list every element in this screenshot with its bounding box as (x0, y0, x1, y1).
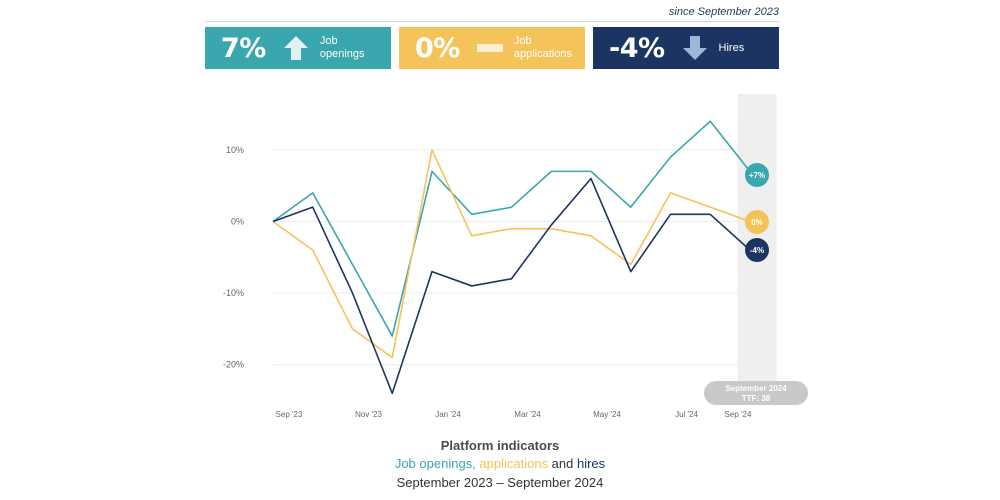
y-tick-label: -10% (223, 288, 244, 298)
end-label: +7% (749, 171, 765, 180)
chart-date-range: September 2023 – September 2024 (396, 475, 604, 490)
arrow-down-icon (681, 34, 709, 62)
flat-dash-icon (476, 34, 504, 62)
series-line-1 (272, 149, 751, 359)
highlight-sublabel: TTF: 38 (742, 394, 771, 403)
kpi-value: 0% (415, 32, 460, 64)
kpi-label: Hires (718, 41, 745, 54)
end-label: 0% (751, 218, 763, 227)
end-label-marker (745, 238, 769, 262)
x-tick-label: Nov '23 (355, 410, 382, 419)
x-tick-label: Jan '24 (435, 410, 461, 419)
y-tick-label: 0% (231, 217, 244, 227)
arrow-up-icon (282, 34, 310, 62)
series-line-2 (272, 177, 751, 395)
chart-title: Platform indicators (440, 438, 560, 453)
x-tick-label: Mar '24 (514, 410, 541, 419)
header-divider (205, 21, 779, 22)
x-tick-label: Sep '23 (276, 410, 303, 419)
kpi-job-applications: 0% Job applications (399, 27, 585, 69)
x-tick-label: Jul '24 (675, 410, 698, 419)
kpi-label: Job openings (319, 35, 365, 60)
chart-subtitle: Job openings, applications and hires (0, 456, 1000, 471)
kpi-value: -4% (609, 32, 665, 64)
subtitle-part: and (548, 456, 577, 471)
series-line-0 (272, 120, 751, 337)
highlight-pill (704, 381, 808, 405)
kpi-value: 7% (221, 32, 266, 64)
highlight-label: September 2024 (725, 384, 787, 393)
kpi-label: Job applications (513, 35, 572, 60)
y-tick-label: -20% (223, 360, 244, 370)
end-label: -4% (750, 246, 764, 255)
subtitle-part: applications (479, 456, 549, 471)
x-tick-label: May '24 (593, 410, 621, 419)
y-tick-label: 10% (226, 145, 244, 155)
subtitle-part: Job openings, (394, 456, 480, 471)
end-label-marker (745, 210, 769, 234)
subtitle-part: hires (576, 456, 606, 471)
since-label: since September 2023 (668, 6, 779, 18)
kpi-job-openings: 7% Job openings (205, 27, 391, 69)
end-label-marker (745, 163, 769, 187)
x-tick-label: Sep '24 (725, 410, 752, 419)
kpi-hires: -4% Hires (593, 27, 779, 69)
